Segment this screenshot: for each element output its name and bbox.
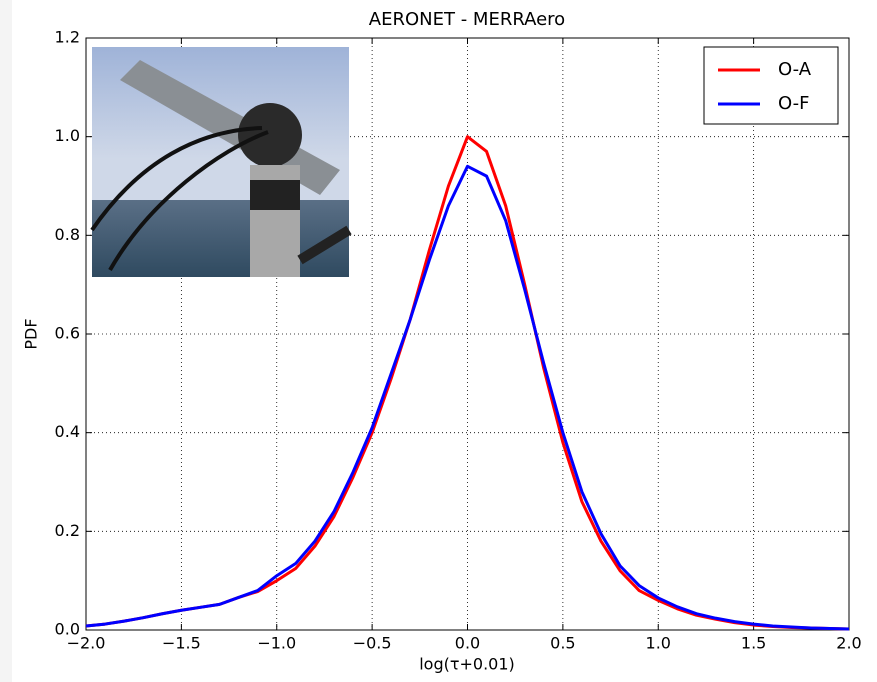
y-tick-label: 0.0: [55, 620, 80, 639]
margin-strip: [0, 0, 12, 682]
x-tick-label: 1.0: [646, 634, 671, 653]
x-axis-label: log(τ+0.01): [419, 655, 515, 674]
y-tick-label: 0.4: [55, 422, 80, 441]
y-axis-label: PDF: [22, 318, 41, 349]
legend-label: O-A: [778, 59, 812, 80]
x-tick-label: 0.5: [550, 634, 575, 653]
inset-photo: [90, 47, 352, 277]
x-tick-label: −1.5: [162, 634, 201, 653]
x-tick-label: −0.5: [353, 634, 392, 653]
legend-label: O-F: [778, 93, 810, 114]
y-tick-label: 1.0: [55, 126, 80, 145]
x-tick-label: 1.5: [741, 634, 766, 653]
y-tick-label: 0.6: [55, 324, 80, 343]
x-tick-label: −1.0: [257, 634, 296, 653]
y-tick-label: 0.2: [55, 521, 80, 540]
x-tick-label: 0.0: [455, 634, 480, 653]
series-line: [85, 164, 850, 631]
legend-box: [703, 46, 839, 125]
y-tick-label: 1.2: [55, 28, 80, 47]
plot-layer: −2.0 −1.5 −1.0 −0.5 0.0 0.5 1.0 1.5 2.0 0.0 0.2 0.4…: [55, 28, 862, 653]
y-tick-label: 0.8: [55, 225, 80, 244]
x-tick-label: −2.0: [67, 634, 106, 653]
legend: O-A O-F: [703, 46, 839, 125]
x-tick-label: 2.0: [836, 634, 861, 653]
chart-title: AERONET - MERRAero: [369, 9, 565, 30]
